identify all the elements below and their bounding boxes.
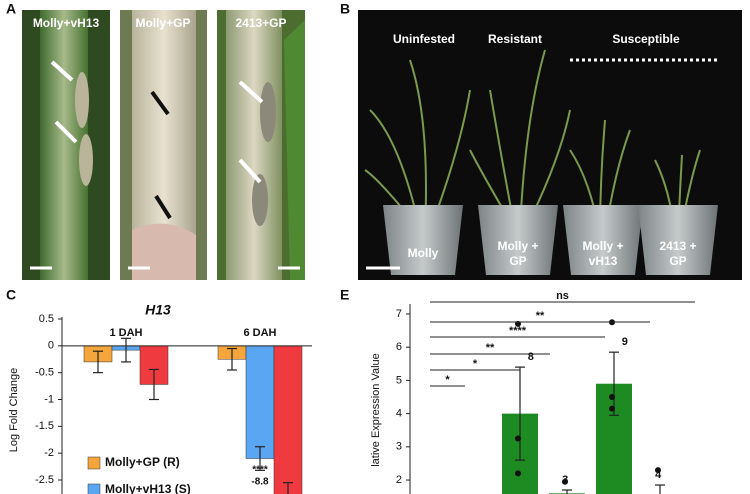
photo-caption: Molly+vH13 [33, 16, 100, 30]
error-bar [121, 337, 131, 363]
photo-a1 [22, 10, 110, 280]
panel-label: E [340, 287, 349, 303]
x-category-label: 6 DAH [243, 327, 276, 339]
y-tick-label: -2.5 [35, 474, 54, 486]
y-tick-label: -2 [44, 447, 54, 459]
panel-label: A [6, 1, 16, 17]
significance-label: * [473, 358, 478, 370]
y-tick-label: 6 [396, 341, 402, 353]
bar [273, 345, 303, 494]
annotation: -8.8 [251, 477, 269, 488]
photo-header: Uninfested [393, 32, 455, 46]
significance-label: * [445, 374, 450, 386]
pot-label: GP [669, 254, 686, 268]
photo-a3 [217, 10, 305, 280]
legend-swatch [87, 483, 101, 494]
y-axis-label: Log Fold Change [8, 368, 20, 452]
photo-caption: 2413+GP [235, 16, 286, 30]
y-tick-label: -0.5 [35, 367, 54, 379]
photo-header: Resistant [488, 32, 542, 46]
x-category-label: 1 DAH [109, 327, 142, 339]
n-label: 4 [655, 469, 662, 481]
error-bar [562, 489, 572, 494]
y-tick-label: 5 [396, 374, 402, 386]
pot-label: Molly [408, 246, 439, 260]
legend-label: Molly+vH13 (S) [105, 482, 191, 494]
bar [245, 345, 275, 459]
n-label: 3 [562, 474, 568, 486]
pot-label: 2413 + [659, 239, 696, 253]
panel-label: B [340, 1, 350, 17]
y-tick-label: 3 [396, 441, 402, 453]
y-tick-label: -1.5 [35, 420, 54, 432]
data-point [562, 478, 568, 485]
significance-label: ** [486, 342, 495, 354]
annotation: **** [252, 465, 268, 476]
plot-area [502, 319, 665, 494]
error-bar [609, 351, 619, 416]
y-tick-label: 7 [396, 308, 402, 320]
error-bar [255, 446, 265, 471]
data-point [655, 467, 661, 474]
y-tick-label: 0.5 [39, 313, 54, 325]
n-label: 8 [528, 351, 534, 363]
pot-label: Molly + [497, 239, 538, 253]
y-axis-label: lative Expression Value [370, 353, 382, 467]
chart-title: H13 [145, 302, 171, 318]
error-bar [149, 368, 159, 401]
y-tick-label: 4 [396, 408, 402, 420]
pot-label: Molly + [582, 239, 623, 253]
y-tick-label: 2 [396, 474, 402, 486]
plot-area [83, 337, 303, 494]
y-tick-label: -1 [44, 393, 54, 405]
significance-label: ** [536, 310, 545, 322]
y-tick-label: 0 [48, 340, 54, 352]
error-bar [93, 350, 103, 374]
error-bar [283, 482, 293, 494]
n-label: 9 [622, 336, 628, 348]
significance-label: **** [509, 325, 527, 337]
photo-a2 [120, 10, 207, 280]
photo-header: Susceptible [612, 32, 680, 46]
data-point [609, 394, 615, 401]
legend-label: Molly+GP (R) [105, 455, 180, 469]
data-point [515, 470, 521, 477]
photo-b [358, 10, 742, 280]
legend-swatch [87, 456, 101, 470]
error-bar [227, 347, 237, 371]
error-bar [515, 366, 525, 461]
error-bar [655, 484, 665, 494]
chart-c: 0.5 0 -0.5 -1 -1.5 -2 -2.5 1 DAH 6 DAH ****-8.8 Mo… [35, 313, 312, 494]
pot-label: vH13 [589, 254, 618, 268]
significance-label: ns [556, 290, 569, 302]
panel-label: C [6, 287, 16, 303]
data-point [515, 435, 521, 442]
photo-caption: Molly+GP [135, 16, 190, 30]
data-point [609, 405, 615, 412]
pot-label: GP [509, 254, 526, 268]
